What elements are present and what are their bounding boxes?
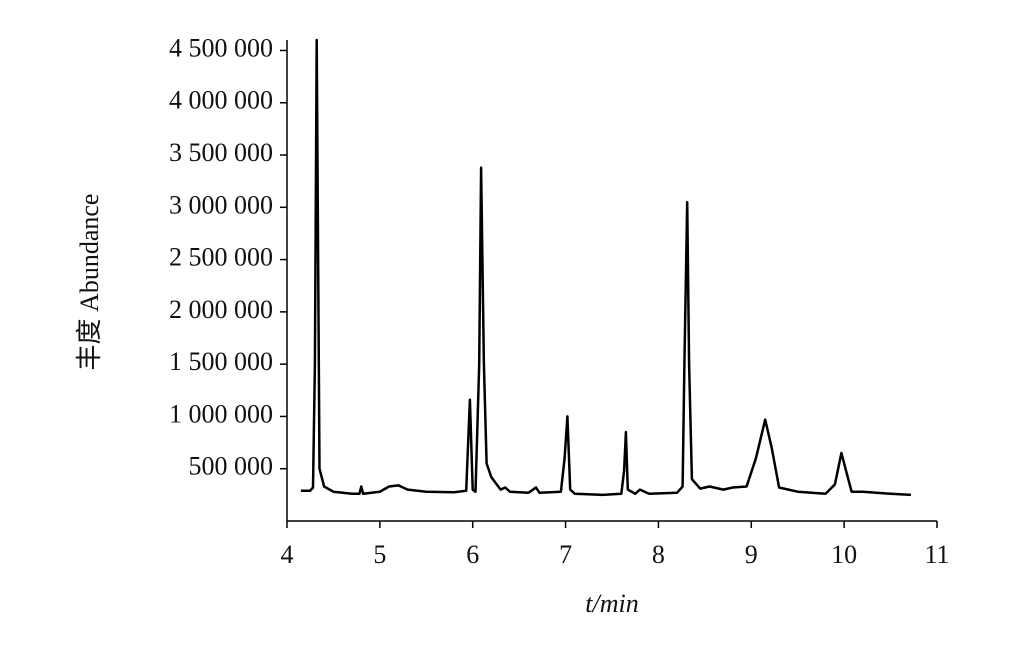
y-tick-label: 500 000 [189,452,274,481]
x-tick-label: 4 [281,540,294,569]
x-tick-label: 9 [745,540,758,569]
y-tick-label: 3 000 000 [169,190,273,219]
y-tick-label: 1 500 000 [169,347,273,376]
x-axis-label: t/min [585,589,638,618]
y-tick-label: 4 500 000 [169,33,273,62]
y-axis-label: 丰度 Abundance [75,194,104,371]
x-tick-label: 7 [559,540,572,569]
series-line [300,38,912,497]
x-tick-label: 10 [831,540,857,569]
x-tick-label: 6 [466,540,479,569]
y-tick-label: 2 000 000 [169,295,273,324]
y-tick-label: 4 000 000 [169,86,273,115]
x-tick-label: 5 [373,540,386,569]
y-tick-label: 1 000 000 [169,399,273,428]
y-tick-label: 2 500 000 [169,243,273,272]
x-tick-label: 8 [652,540,665,569]
y-tick-label: 3 500 000 [169,138,273,167]
x-tick-label: 11 [924,540,949,569]
